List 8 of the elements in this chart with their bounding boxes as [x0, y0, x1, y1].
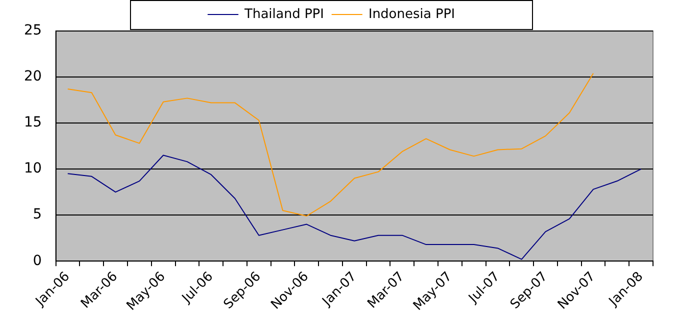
- legend-label: Thailand PPI: [244, 6, 324, 22]
- y-tick-label: 15: [24, 114, 42, 131]
- y-tick-label: 20: [24, 68, 42, 85]
- legend-label: Indonesia PPI: [368, 6, 455, 22]
- y-tick-label: 0: [32, 252, 42, 269]
- y-tick-label: 5: [32, 206, 42, 223]
- y-tick-label: 25: [24, 22, 42, 39]
- y-tick-label: 10: [24, 160, 42, 177]
